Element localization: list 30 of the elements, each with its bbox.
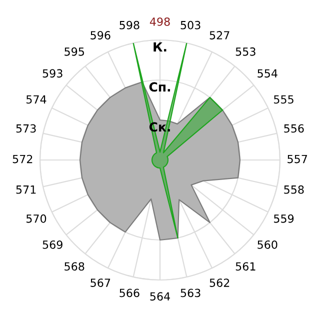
- spoke-label: 561: [236, 262, 256, 271]
- y-tick-label: К.: [154, 42, 166, 52]
- spoke-label: 566: [120, 288, 140, 298]
- y-tick-label: Сп.: [149, 82, 170, 92]
- spoke-label: 559: [274, 214, 294, 223]
- spoke-label: 572: [12, 154, 32, 164]
- spoke-label: 563: [180, 288, 200, 298]
- spoke-label: 562: [210, 278, 230, 287]
- spoke-label: 556: [284, 124, 304, 133]
- spoke-label: 564: [150, 292, 170, 301]
- spoke-label: 571: [16, 186, 36, 194]
- spoke-label: 574: [26, 95, 46, 104]
- spoke-label: 557: [288, 154, 308, 164]
- spoke-label: 554: [258, 69, 278, 78]
- spoke-label: 570: [26, 214, 46, 223]
- spoke-label: 569: [42, 240, 62, 249]
- spoke-label: 573: [16, 124, 36, 133]
- spoke-label: 498: [150, 17, 170, 26]
- spoke-label: 553: [236, 47, 256, 56]
- spoke-label: 593: [42, 69, 62, 78]
- spoke-label: 558: [284, 185, 304, 194]
- spoke-label: 567: [90, 278, 110, 287]
- spoke-label: 598: [120, 20, 140, 30]
- spoke-label: 568: [64, 262, 84, 271]
- spoke-label: 527: [210, 31, 230, 40]
- spoke-label: 555: [274, 95, 294, 104]
- spoke-label: 596: [90, 31, 110, 40]
- spoke-label: 503: [180, 20, 200, 30]
- spoke-label: 595: [64, 47, 84, 56]
- spoke-label: 560: [258, 240, 278, 249]
